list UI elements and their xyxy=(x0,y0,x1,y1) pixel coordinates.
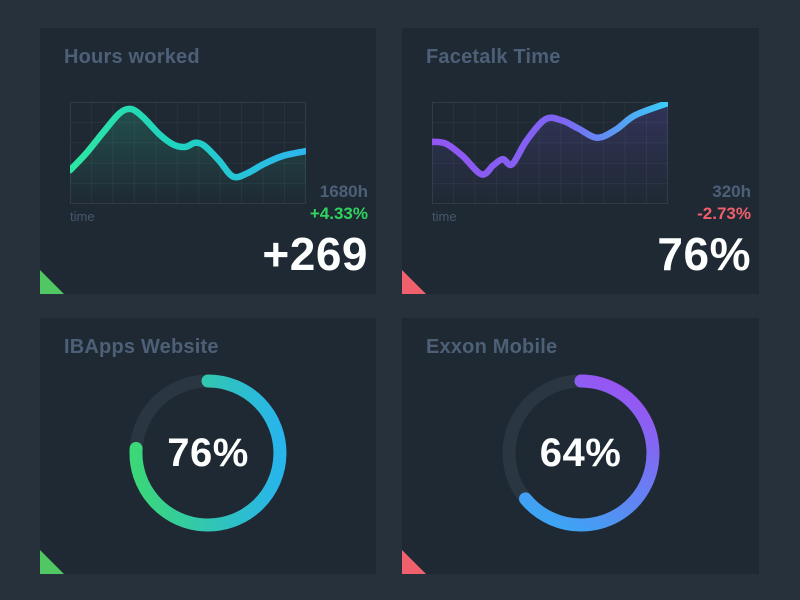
facetalk-chart-block: time xyxy=(432,102,668,224)
ibapps-progress-percent: 76% xyxy=(167,430,249,475)
big-percent-value: 76% xyxy=(657,227,751,280)
card-exxon-mobile[interactable]: Exxon Mobile 64% xyxy=(402,318,759,574)
hours-worked-line-chart xyxy=(70,102,306,204)
x-axis-label-time: time xyxy=(70,209,95,224)
change-percent-value: -2.73% xyxy=(697,204,751,224)
card-hours-worked[interactable]: Hours worked time 1680h +4.33% +269 xyxy=(40,28,376,294)
hours-worked-stats: 1680h +4.33% +269 xyxy=(262,182,368,282)
total-hours-value: 1680h xyxy=(319,182,368,202)
facetalk-line-chart xyxy=(432,102,668,204)
exxon-ring-wrap: 64% xyxy=(402,368,759,538)
card-title-hours-worked: Hours worked xyxy=(64,46,200,68)
ibapps-ring-wrap: 76% xyxy=(40,368,376,538)
facetalk-stats: 320h -2.73% 76% xyxy=(657,182,751,282)
big-delta-value: +269 xyxy=(262,227,368,280)
dashboard: Hours worked time 1680h +4.33% +269 Face… xyxy=(40,28,759,574)
ibapps-progress-ring xyxy=(129,374,287,532)
exxon-progress-ring xyxy=(502,374,659,532)
exxon-progress-percent: 64% xyxy=(539,430,622,475)
change-percent-value: +4.33% xyxy=(309,204,368,224)
corner-accent-triangle xyxy=(402,270,426,294)
corner-accent-triangle xyxy=(402,550,426,574)
card-title-facetalk-time: Facetalk Time xyxy=(426,46,561,68)
corner-accent-triangle xyxy=(40,270,64,294)
card-facetalk-time[interactable]: Facetalk Time time 320h -2.73% 76% xyxy=(402,28,759,294)
card-title-exxon-mobile: Exxon Mobile xyxy=(426,336,558,358)
card-title-ibapps-website: IBApps Website xyxy=(64,336,219,358)
x-axis-label-time: time xyxy=(432,209,457,224)
total-hours-value: 320h xyxy=(712,182,751,202)
card-ibapps-website[interactable]: IBApps Website 76% xyxy=(40,318,376,574)
corner-accent-triangle xyxy=(40,550,64,574)
hours-worked-chart-block: time xyxy=(70,102,306,224)
